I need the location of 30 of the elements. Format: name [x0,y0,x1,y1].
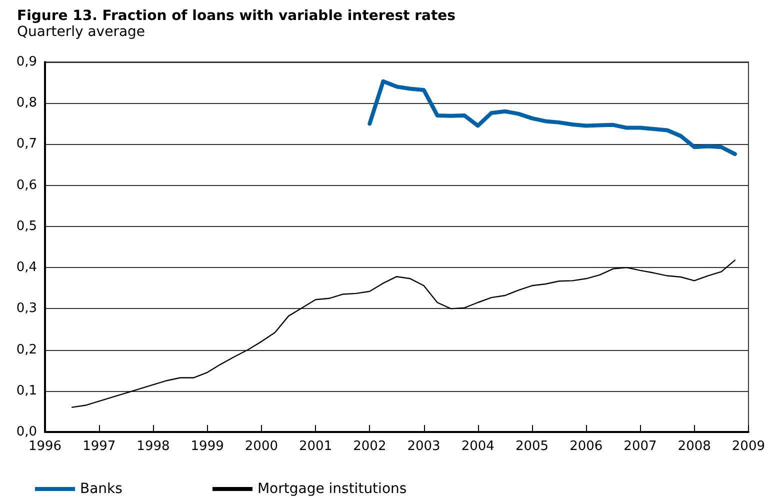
y-tick-label: 0,5 [16,218,37,234]
x-tick-label: 2001 [299,439,332,454]
line-series [71,260,736,408]
x-tick-label: 2005 [515,439,549,454]
x-tick-label: 1998 [136,439,170,454]
x-tick-label: 1999 [190,439,224,454]
legend-label: Banks [80,481,122,497]
x-tick-label: 2006 [570,439,603,454]
chart-title: Figure 13. Fraction of loans with variable interest rates [17,8,456,24]
x-tick-label: 2009 [732,439,766,454]
legend-label: Mortgage institutions [257,481,407,497]
chart-subtitle: Quarterly average [17,24,146,40]
x-tick-label: 2007 [624,439,657,454]
y-tick-label: 0,7 [16,136,37,152]
y-tick-label: 0,9 [16,54,37,70]
line-series [368,79,737,156]
x-tick-label: 2003 [407,439,440,454]
y-tick-label: 0,1 [16,383,37,398]
x-tick-label: 1996 [28,439,62,454]
x-tick-label: 2004 [461,439,494,454]
y-tick-label: 0,6 [16,178,37,193]
x-tick-label: 2002 [353,439,386,454]
y-tick-label: 0,8 [16,96,37,111]
y-tick-label: 0,0 [16,424,37,440]
y-tick-label: 0,2 [16,342,37,358]
y-tick-label: 0,4 [16,260,37,276]
x-tick-label: 1997 [82,439,116,454]
y-tick-label: 0,3 [16,301,37,316]
x-tick-label: 2000 [244,439,278,454]
x-tick-label: 2008 [678,439,711,454]
